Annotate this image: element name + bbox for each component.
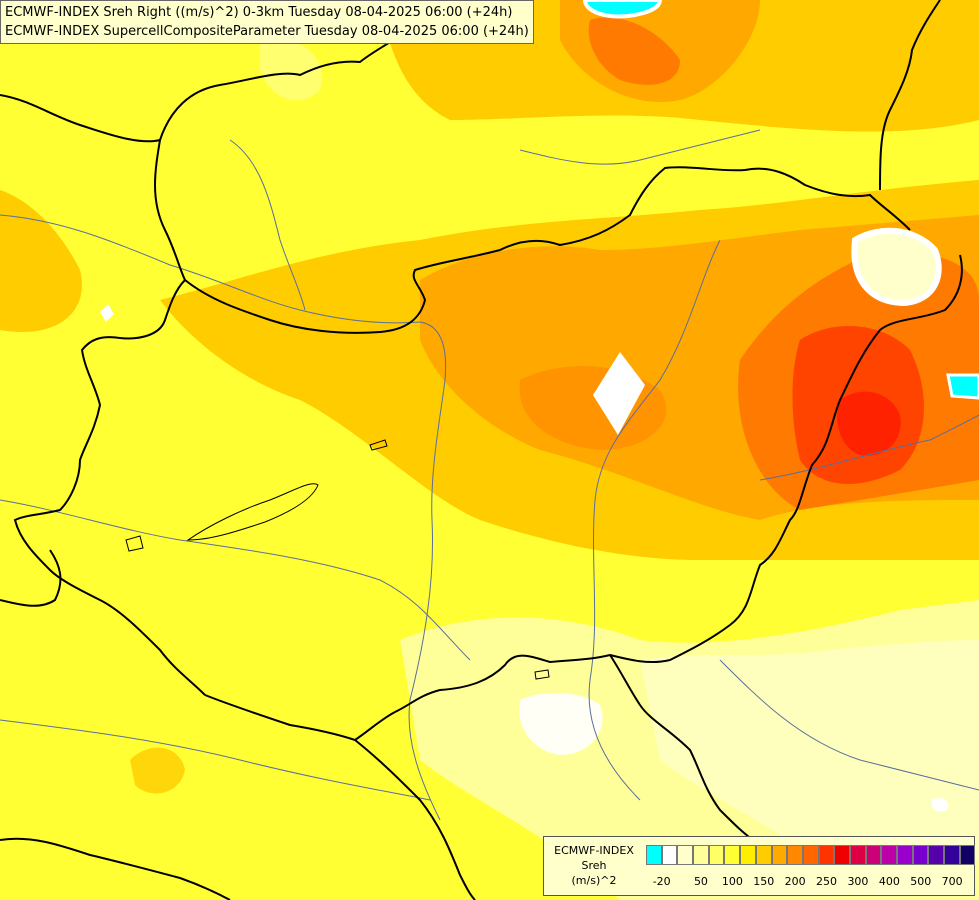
legend-swatch (740, 845, 756, 865)
legend-swatch (708, 845, 725, 865)
legend-swatch (818, 845, 835, 865)
river-east (759, 414, 979, 481)
legend-tick-label: 250 (816, 875, 838, 888)
border-west-austria (13, 279, 206, 696)
border-south-coast (0, 837, 231, 900)
legend-title-line-3: (m/s)^2 (571, 874, 617, 887)
border-southwest (0, 549, 62, 607)
legend-tick-label: 150 (753, 875, 775, 888)
legend-swatch (661, 845, 678, 865)
river-west (0, 499, 471, 661)
legend-tick-label: 500 (910, 875, 932, 888)
lake-small-2 (125, 535, 144, 552)
legend-title-line-1: ECMWF-INDEX (554, 844, 634, 857)
lake-small-3 (534, 669, 550, 680)
pale-zone-southeast (640, 640, 979, 860)
legend-labels: -20 50 100 150 200 250 300 400 500 700 (646, 875, 972, 891)
river-southeast (719, 659, 979, 791)
legend-swatch (881, 845, 897, 865)
legend-swatch (897, 845, 913, 865)
river-south (0, 719, 431, 801)
cyan-spot-north (582, 0, 663, 19)
legend-tick-label: 100 (721, 875, 743, 888)
legend-swatch (928, 845, 945, 865)
legend-swatch (849, 845, 866, 865)
legend-swatches (646, 845, 976, 865)
legend-swatch (944, 845, 960, 865)
white-diamond (593, 352, 645, 435)
legend-tick-label: 300 (847, 875, 869, 888)
lake-small-1 (369, 439, 388, 451)
title-line-sreh: ECMWF-INDEX Sreh Right ((m/s)^2) 0-3km T… (5, 5, 513, 20)
legend-swatch (771, 845, 788, 865)
light-zone-west (260, 38, 322, 101)
legend-swatch (677, 845, 694, 865)
legend-swatch (912, 845, 929, 865)
border-romania-hungary (354, 254, 963, 741)
whitish-zone (519, 693, 603, 755)
border-serbia-romania (609, 654, 761, 846)
pale-blob-east (851, 227, 942, 307)
legend-tick-label: -20 (652, 875, 671, 888)
legend-swatch (802, 845, 819, 865)
border-east (879, 0, 941, 191)
legend-tick-label: 50 (693, 875, 708, 888)
legend-tick-label: 700 (941, 875, 963, 888)
cyan-spot-east (946, 373, 979, 400)
river-northeast (519, 129, 761, 165)
legend-swatch (724, 845, 741, 865)
legend-swatch (755, 845, 772, 865)
red-zone (836, 391, 901, 456)
white-dot-southeast (932, 797, 949, 812)
river-north (229, 139, 306, 311)
gold-patch-southwest (130, 747, 185, 794)
title-line-scp: ECMWF-INDEX SupercellCompositeParameter … (5, 24, 529, 39)
river-danube (0, 214, 447, 821)
legend-swatch (834, 845, 850, 865)
legend-tick-label: 200 (784, 875, 806, 888)
rivers-layer (0, 129, 979, 821)
legend-swatch (646, 845, 662, 865)
legend-title: ECMWF-INDEX Sreh (m/s)^2 (544, 843, 644, 888)
river-tisza (588, 239, 721, 801)
map-title-box: ECMWF-INDEX Sreh Right ((m/s)^2) 0-3km T… (0, 0, 534, 44)
border-croatia-serbia (204, 694, 476, 900)
lake-balaton (186, 483, 319, 541)
legend-title-line-2: Sreh (581, 859, 607, 872)
legend-swatch (959, 845, 976, 865)
orange-zone-west (0, 190, 82, 332)
color-legend: ECMWF-INDEX Sreh (m/s)^2 -20 50 100 150 200 2… (543, 836, 976, 896)
deep-orange-zone-north (588, 17, 680, 85)
legend-tick-label: 400 (878, 875, 900, 888)
white-blob-west (100, 304, 114, 322)
lakes-layer (125, 439, 550, 680)
legend-swatch (693, 845, 709, 865)
legend-swatch (787, 845, 803, 865)
legend-swatch (865, 845, 882, 865)
border-slovakia-hungary (154, 139, 911, 334)
